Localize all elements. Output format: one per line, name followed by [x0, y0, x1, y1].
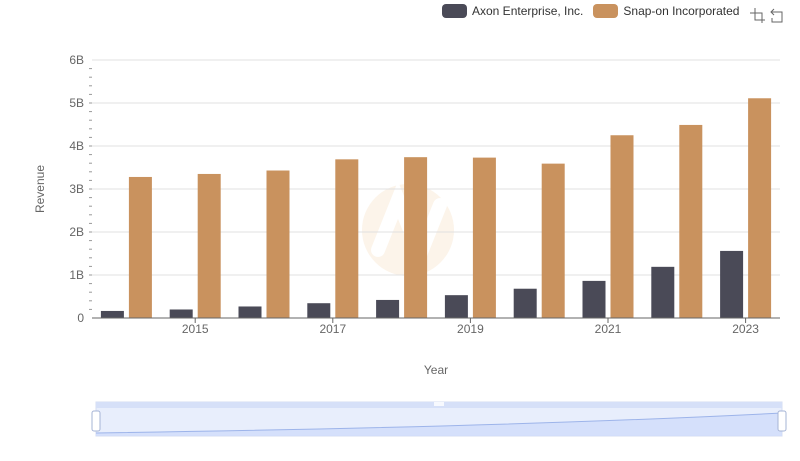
x-tick-label: 2015 [182, 322, 209, 336]
bar-snapon-2017[interactable] [335, 159, 359, 318]
bar-axon-2019[interactable] [444, 295, 468, 318]
data-zoom-slider[interactable] [91, 401, 787, 437]
bar-snapon-2018[interactable] [404, 157, 428, 318]
bar-snapon-2020[interactable] [541, 163, 565, 318]
bar-axon-2020[interactable] [513, 288, 537, 318]
zoom-select-icon[interactable] [748, 6, 766, 24]
legend-label-axon: Axon Enterprise, Inc. [472, 4, 584, 18]
data-zoom-move-handle[interactable] [434, 402, 444, 406]
data-zoom-preview-line [95, 412, 783, 434]
y-tick-label: 1B [69, 268, 84, 282]
zoom-reset-icon[interactable] [768, 6, 786, 24]
bar-snapon-2022[interactable] [679, 124, 703, 319]
y-tick-label: 5B [69, 96, 84, 110]
bar-axon-2014[interactable] [100, 310, 124, 318]
y-axis-label: Revenue [33, 165, 47, 213]
bar-axon-2016[interactable] [238, 306, 262, 318]
x-tick-label: 2021 [595, 322, 622, 336]
legend: Axon Enterprise, Inc. Snap-on Incorporat… [442, 4, 749, 18]
x-tick-label: 2023 [732, 322, 759, 336]
bar-axon-2022[interactable] [651, 266, 675, 318]
toolbox [746, 6, 786, 24]
x-axis-label: Year [424, 363, 448, 377]
legend-label-snapon: Snap-on Incorporated [623, 4, 740, 18]
bar-snapon-2021[interactable] [610, 135, 634, 318]
bar-snapon-2015[interactable] [197, 173, 221, 318]
bar-axon-2023[interactable] [720, 250, 744, 318]
bar-axon-2015[interactable] [169, 309, 193, 318]
x-tick-label: 2017 [319, 322, 346, 336]
legend-swatch-axon [442, 4, 467, 18]
bar-snapon-2019[interactable] [472, 157, 496, 318]
bars [100, 98, 772, 319]
bar-snapon-2023[interactable] [748, 98, 772, 319]
y-tick-label: 6B [69, 53, 84, 67]
bar-axon-2021[interactable] [582, 280, 606, 318]
y-tick-label: 2B [69, 225, 84, 239]
y-tick-label: 4B [69, 139, 84, 153]
bar-axon-2018[interactable] [376, 299, 400, 318]
y-tick-label: 3B [69, 182, 84, 196]
bar-snapon-2016[interactable] [266, 170, 290, 318]
legend-item-axon[interactable]: Axon Enterprise, Inc. [442, 4, 583, 18]
data-zoom-right-handle[interactable] [777, 410, 787, 432]
legend-swatch-snapon [593, 4, 619, 18]
bar-axon-2017[interactable] [307, 303, 331, 318]
legend-item-snapon[interactable]: Snap-on Incorporated [593, 4, 739, 18]
x-tick-label: 2019 [457, 322, 484, 336]
axes: 0 1B 2B 3B 4B 5B 6B 2015 2017 2019 2021 2023 [69, 53, 780, 336]
data-zoom-left-handle[interactable] [91, 410, 101, 432]
y-tick-label: 0 [77, 311, 84, 325]
bar-snapon-2014[interactable] [128, 176, 152, 318]
